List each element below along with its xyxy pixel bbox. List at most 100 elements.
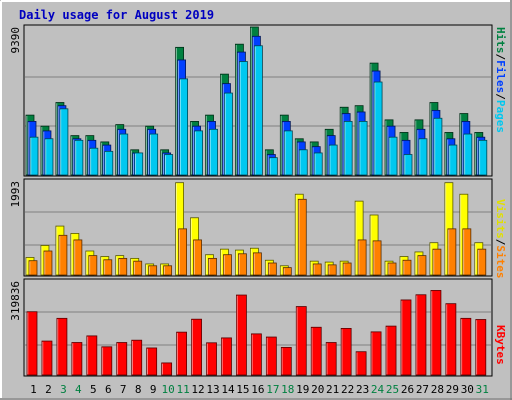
x-tick-label: 29 <box>446 383 459 396</box>
kbytes-bar <box>430 290 442 376</box>
kbytes-bar <box>26 311 38 376</box>
sites-bar <box>327 264 337 276</box>
kbytes-bar <box>355 351 367 376</box>
sites-bar <box>118 257 128 276</box>
kbytes-bar <box>131 339 143 376</box>
sites-bar <box>238 253 247 276</box>
kbytes-bar <box>400 299 412 376</box>
x-tick-label: 27 <box>416 383 429 396</box>
sites-bar <box>312 263 322 276</box>
sites-bar <box>432 248 442 276</box>
kbytes-bar <box>415 294 427 376</box>
legend-sep: / <box>494 93 507 100</box>
kbytes-bar <box>250 333 262 376</box>
legend-sites: Sites <box>494 245 507 278</box>
sites-bar <box>163 265 173 276</box>
kbytes-bar <box>161 362 173 376</box>
kbytes-bar <box>295 306 307 376</box>
kbytes-bar <box>41 340 53 376</box>
kbytes-bar <box>340 328 352 376</box>
x-tick-label: 23 <box>356 383 369 396</box>
sites-bar <box>417 255 427 276</box>
sites-bar <box>73 239 83 276</box>
pages-bar <box>239 61 248 176</box>
x-tick-label: 11 <box>176 383 189 396</box>
pages-bar <box>253 45 263 176</box>
legend-visits: Visits <box>494 199 507 239</box>
pages-bar <box>149 133 159 176</box>
legend-sep: / <box>494 239 507 246</box>
sites-bar <box>447 228 457 276</box>
pages-bar <box>283 130 293 176</box>
x-tick-label: 10 <box>161 383 174 396</box>
x-tick-label: 7 <box>120 383 127 396</box>
kbytes-bar <box>445 303 457 376</box>
kbytes-bar <box>191 318 202 376</box>
x-tick-label: 9 <box>150 383 157 396</box>
pages-bar <box>89 147 99 176</box>
hits-ymax-label: 9390 <box>9 27 22 54</box>
pages-bar <box>478 139 488 176</box>
kbytes-bar <box>265 336 277 376</box>
x-tick-label: 15 <box>236 383 249 396</box>
kbytes-legend: KBytes <box>494 325 507 365</box>
x-tick-label: 20 <box>311 383 324 396</box>
kbytes-bar <box>236 294 247 376</box>
x-tick-label: 17 <box>266 383 279 396</box>
kbytes-bar <box>475 319 487 376</box>
x-tick-label: 6 <box>105 383 112 396</box>
x-tick-label: 4 <box>75 383 82 396</box>
pages-bar <box>74 139 84 176</box>
sites-bar <box>267 262 277 276</box>
pages-bar <box>134 152 144 176</box>
x-tick-label: 30 <box>461 383 474 396</box>
pages-bar <box>104 150 114 176</box>
pages-bar <box>403 154 413 176</box>
visits-ymax-label: 1993 <box>9 181 22 208</box>
pages-bar <box>388 136 398 176</box>
kbytes-bar <box>56 317 68 376</box>
legend-files: Files <box>494 60 507 93</box>
sites-bar <box>342 262 352 276</box>
kbytes-bar <box>310 326 322 376</box>
pages-bar <box>463 133 473 176</box>
kbytes-bar <box>86 335 98 376</box>
sites-bar <box>58 234 68 276</box>
sites-bar <box>133 260 143 276</box>
kbytes-bar <box>460 317 472 376</box>
x-tick-label: 14 <box>221 383 235 396</box>
kbytes-bar <box>101 346 113 376</box>
x-tick-label: 8 <box>135 383 142 396</box>
x-tick-label: 1 <box>30 383 37 396</box>
sites-bar <box>477 248 487 276</box>
pages-bar <box>358 121 368 176</box>
sites-bar <box>402 259 412 276</box>
pages-bar <box>298 149 308 176</box>
x-tick-label: 24 <box>371 383 385 396</box>
sites-bar <box>297 198 307 276</box>
legend-pages: Pages <box>494 100 507 133</box>
pages-bar <box>448 144 458 176</box>
sites-bar <box>252 252 262 276</box>
sites-bar <box>103 259 113 276</box>
sites-bar <box>193 239 202 276</box>
pages-bar <box>164 154 174 176</box>
x-tick-label: 5 <box>90 383 97 396</box>
sites-bar <box>357 239 367 276</box>
pages-bar <box>343 121 353 176</box>
sites-bar <box>178 228 188 276</box>
x-tick-label: 13 <box>206 383 219 396</box>
x-tick-label: 18 <box>281 383 294 396</box>
sites-bar <box>43 250 53 276</box>
pages-bar <box>59 108 69 176</box>
pages-bar <box>433 117 443 176</box>
kbytes-bar <box>280 346 292 376</box>
x-tick-label: 2 <box>45 383 52 396</box>
pages-bar <box>194 130 203 176</box>
bars-layer <box>25 26 488 376</box>
x-tick-label: 25 <box>386 383 399 396</box>
kbytes-bar <box>385 325 397 376</box>
x-tick-label: 21 <box>326 383 339 396</box>
sites-bar <box>462 228 472 276</box>
